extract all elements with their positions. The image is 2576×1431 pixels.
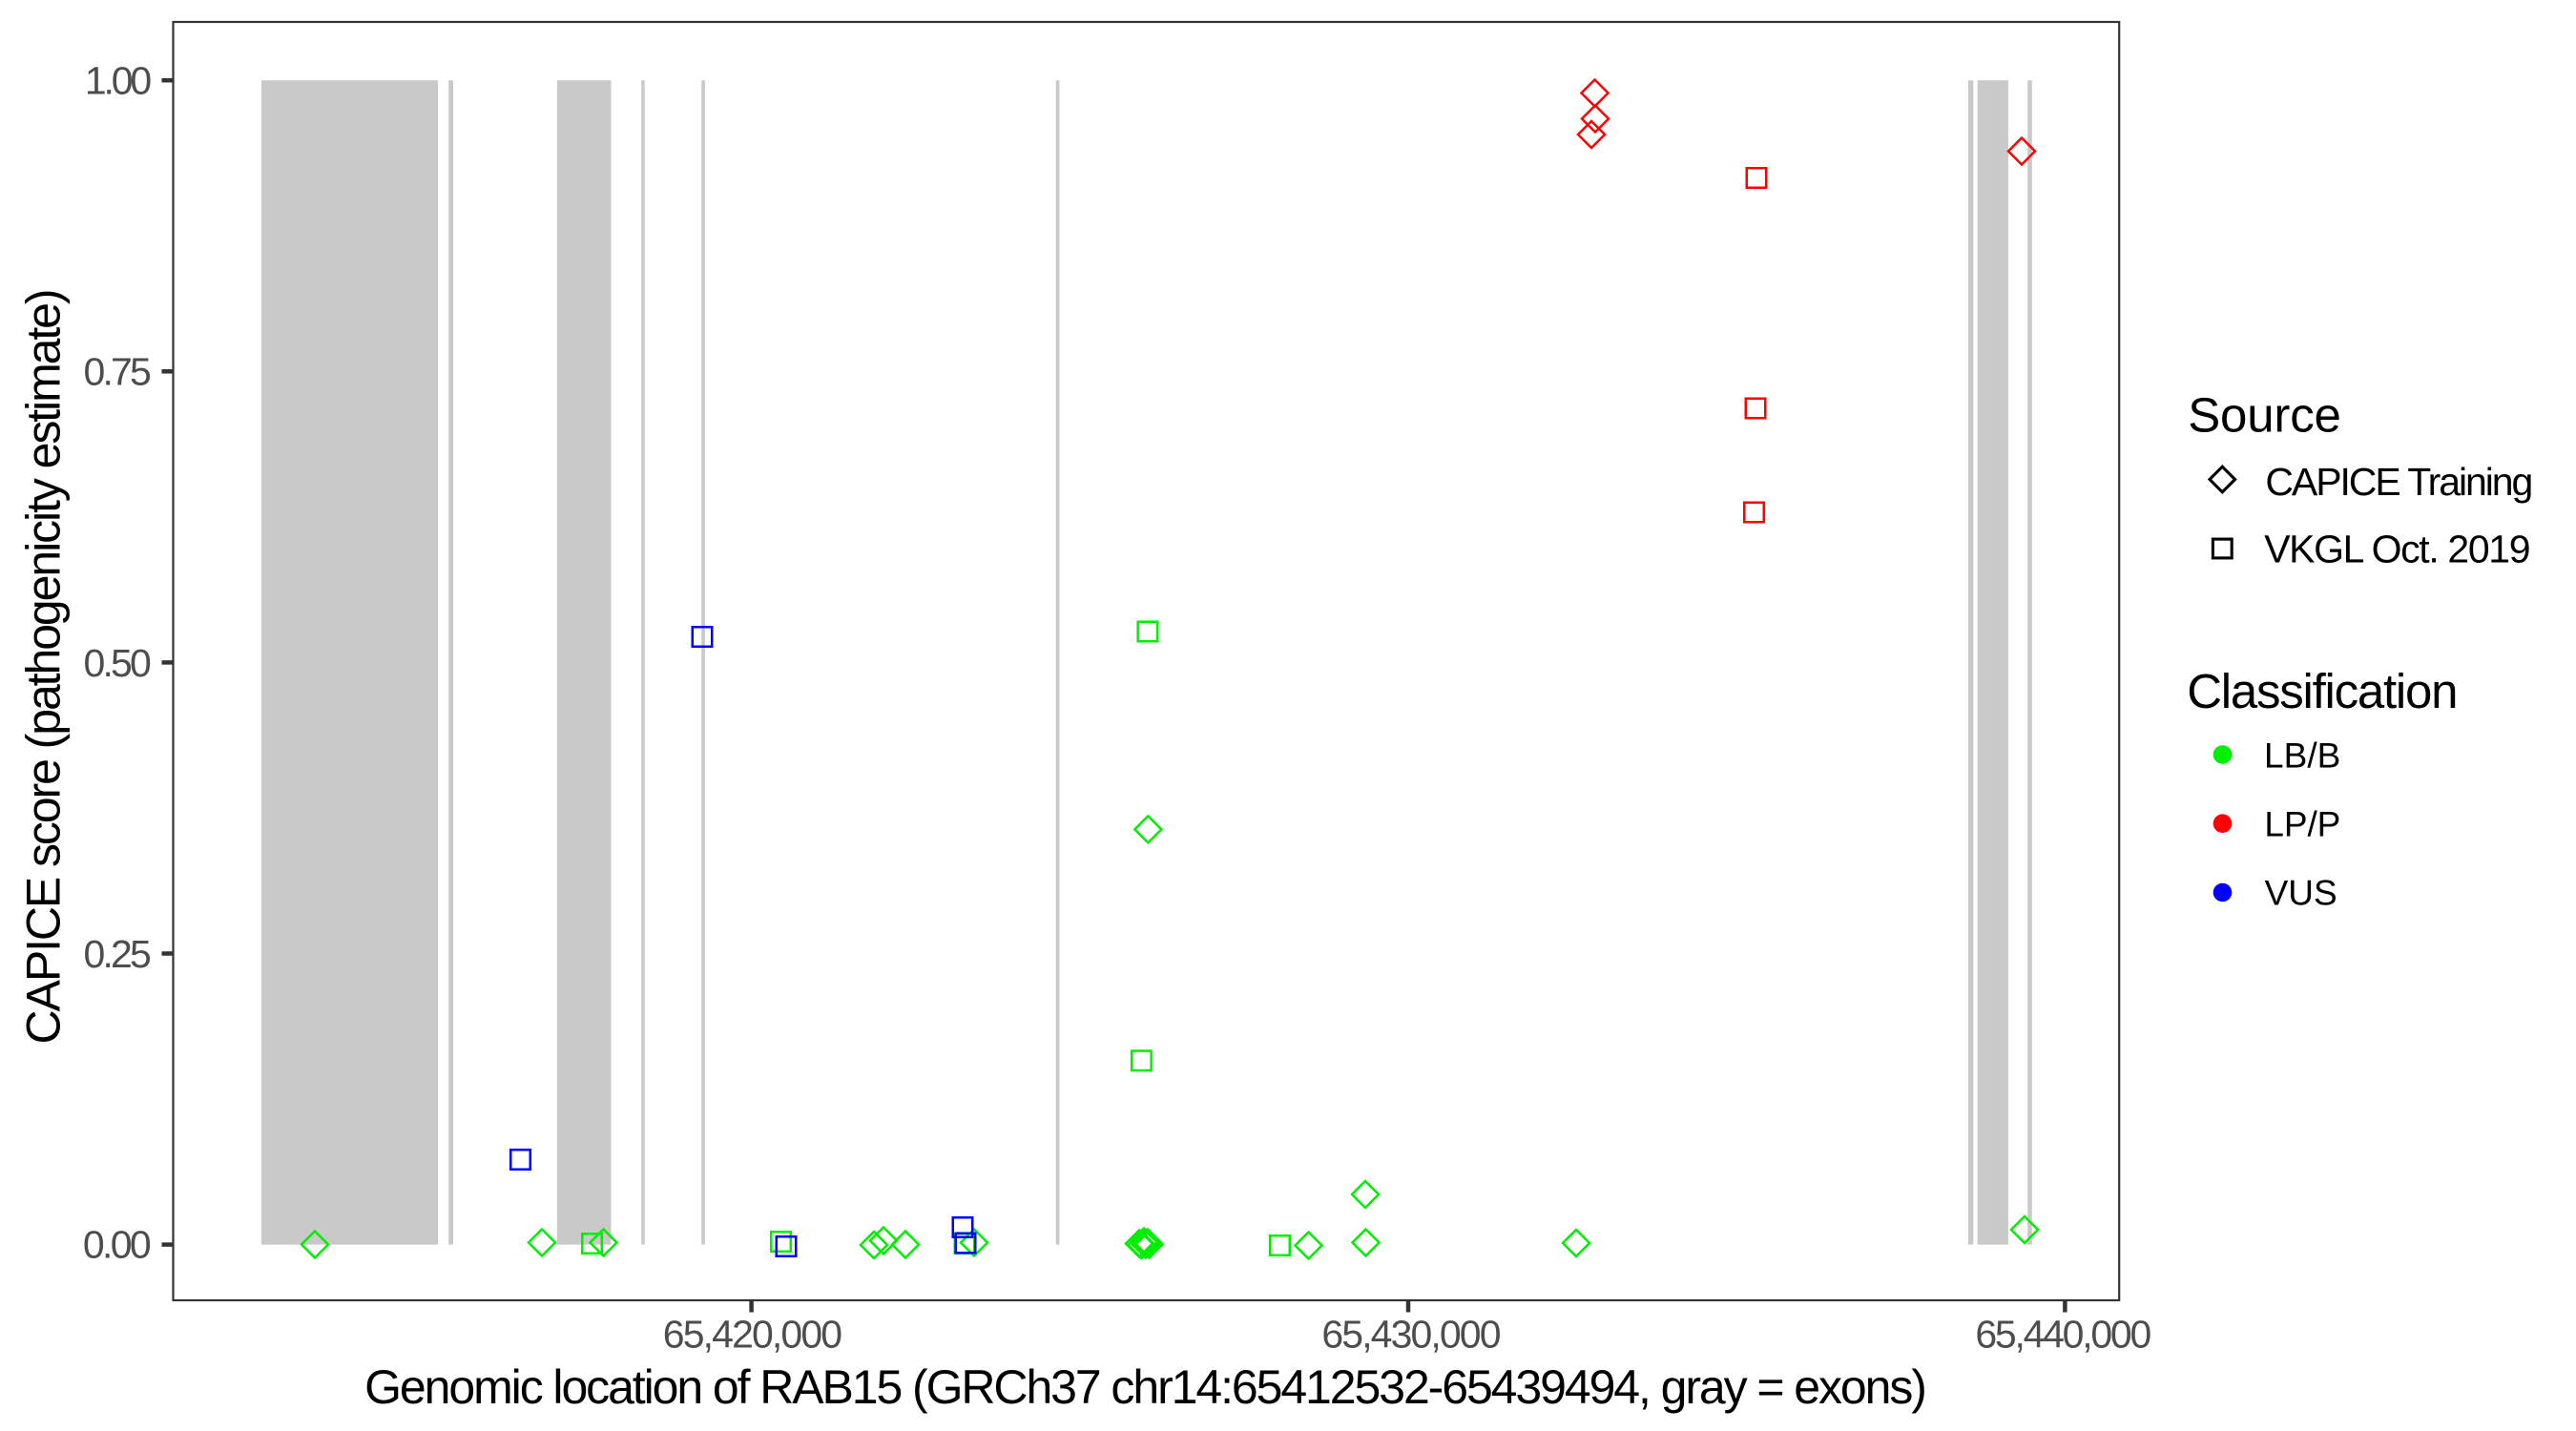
svg-text:CAPICE Training: CAPICE Training	[2265, 460, 2531, 504]
svg-text:0.25: 0.25	[84, 932, 151, 976]
svg-text:Classification: Classification	[2187, 664, 2457, 718]
svg-text:0.50: 0.50	[84, 641, 151, 685]
svg-text:VKGL Oct. 2019: VKGL Oct. 2019	[2264, 528, 2529, 571]
svg-text:1.00: 1.00	[85, 59, 151, 103]
svg-text:LP/P: LP/P	[2264, 804, 2340, 843]
svg-text:CAPICE score (pathogenicity es: CAPICE score (pathogenicity estimate)	[17, 291, 71, 1045]
svg-text:VUS: VUS	[2265, 874, 2337, 913]
svg-text:LB/B: LB/B	[2264, 736, 2340, 776]
svg-text:Source: Source	[2188, 387, 2341, 442]
svg-text:0.75: 0.75	[84, 349, 151, 393]
svg-text:0.00: 0.00	[83, 1223, 151, 1267]
svg-text:Genomic location of RAB15 (GRC: Genomic location of RAB15 (GRCh37 chr14:…	[364, 1360, 1925, 1414]
svg-text:65,440,000: 65,440,000	[1975, 1313, 2150, 1357]
svg-text:65,430,000: 65,430,000	[1321, 1313, 1500, 1357]
svg-text:65,420,000: 65,420,000	[663, 1313, 841, 1357]
